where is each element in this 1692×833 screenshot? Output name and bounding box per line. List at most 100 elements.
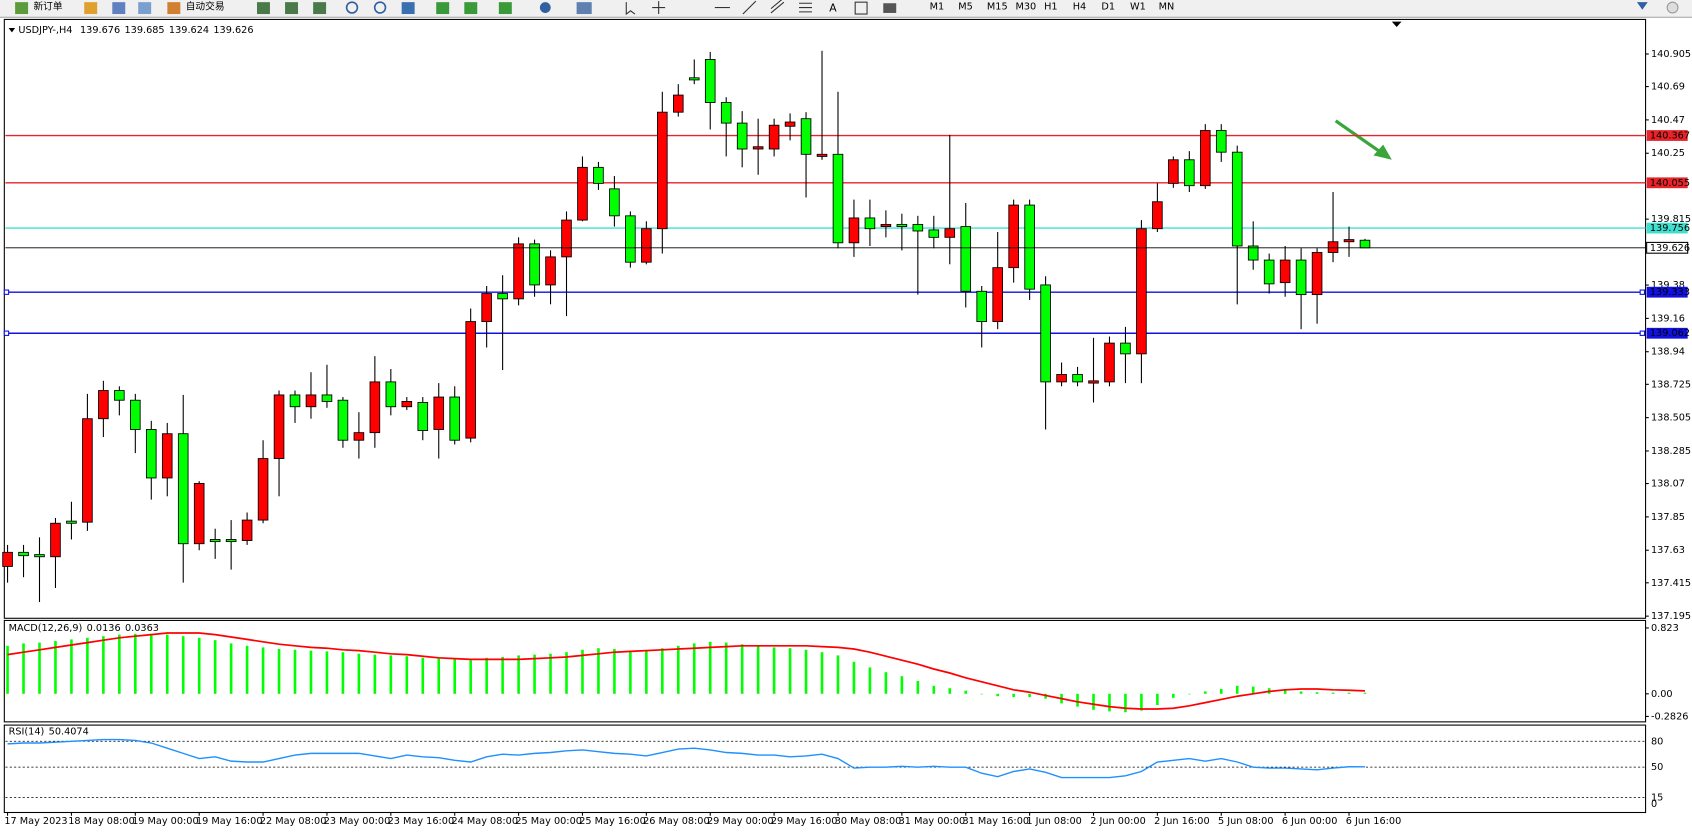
timeframe-button[interactable]: H4 [1073,1,1086,12]
macd-bar [1363,692,1367,694]
macd-bar [1108,693,1111,712]
x-tick-label: 25 May 16:00 [579,816,646,827]
new-order-icon[interactable] [15,2,29,15]
candle-body [1040,284,1051,383]
y-tick-label: 140.47 [1651,115,1685,126]
trendline-tool[interactable] [742,0,757,15]
fibo-tool[interactable] [799,2,812,13]
y-tick-label: 137.85 [1651,512,1685,523]
macd-bar [501,657,504,694]
macd-bar [708,641,712,694]
candle-body [561,219,572,258]
candle-body [513,243,524,300]
search-icon[interactable] [1636,2,1648,10]
crosshair-tool[interactable] [652,1,666,15]
y-tick-label: -0.2826 [1651,711,1688,722]
annotation-arrowhead [1373,144,1392,160]
macd-bar [437,658,441,694]
level-label: 139.333 [1650,287,1690,298]
icon[interactable] [112,2,126,15]
macd-bar [1315,692,1319,694]
icon[interactable] [138,2,152,15]
text-tool[interactable]: A [829,2,837,15]
arrow-tool[interactable] [883,3,897,13]
candle-body [768,124,780,150]
channel-tool[interactable] [770,0,785,14]
icon[interactable] [436,2,450,15]
macd-bar [181,636,185,694]
candle-body [241,519,253,541]
candle-body [273,394,285,459]
x-tick-label: 26 May 08:00 [643,816,710,827]
candle-body [385,381,397,408]
candle-body [369,381,381,434]
y-tick-label: 0.00 [1651,689,1673,700]
icon[interactable] [401,2,415,15]
icon[interactable] [256,2,270,15]
timeframe-button[interactable]: M5 [958,1,973,12]
zoom-in[interactable] [345,1,359,14]
icon[interactable] [464,2,478,15]
timeframe-button[interactable]: MN [1159,1,1175,12]
cursor-tool[interactable] [625,2,636,16]
level-handle[interactable] [1639,330,1646,336]
icon[interactable] [285,2,299,15]
y-tick-label: 15 [1651,792,1663,803]
auto-trading-icon[interactable] [167,2,181,15]
y-tick-label: 140.69 [1651,82,1685,93]
icon[interactable] [498,2,512,15]
candle-body [593,166,604,184]
candle-body [225,539,237,543]
icon[interactable] [576,2,592,15]
timeframe-button[interactable]: M15 [987,1,1008,12]
timeframe-button[interactable]: H1 [1044,1,1057,12]
level-handle[interactable] [1639,289,1646,295]
x-tick-label: 6 Jun 16:00 [1346,816,1401,827]
candle-body [1359,239,1371,249]
auto-trading-button[interactable]: 自动交易 [186,0,225,12]
rsi-value: 50.4074 [49,727,89,738]
x-tick-label: 24 May 08:00 [451,816,518,827]
chart-header: USDJPY-,H4 139.676 139.685 139.624 139.626 [18,25,253,36]
level-handle[interactable] [3,289,10,295]
timeframe-button[interactable]: M30 [1016,1,1037,12]
y-tick-label: 138.94 [1651,347,1685,358]
candle-body [912,224,924,232]
icon[interactable] [539,2,551,13]
rsi-line [7,738,1365,779]
new-order-button[interactable]: 新订单 [33,0,62,12]
timeframe-button[interactable]: W1 [1130,1,1146,12]
candle-body [2,551,13,567]
icon[interactable] [313,2,327,15]
x-tick-label: 19 May 00:00 [132,816,199,827]
symbol-menu-icon[interactable] [8,28,16,33]
macd-signal-line [7,632,1366,710]
candle-body [465,321,476,439]
macd-bar [629,650,632,694]
candle-body [1152,201,1163,230]
macd-bar [469,660,472,694]
candle-body [50,522,61,558]
candle-body [545,256,556,286]
macd-bar [820,652,824,694]
timeframe-button[interactable]: M1 [930,1,945,12]
candle-body [896,224,908,228]
label-tool[interactable] [854,1,868,15]
icon[interactable] [84,2,98,15]
macd-bar [86,637,89,694]
candle-body [1279,259,1291,284]
rsi-title: RSI(14) [9,727,45,738]
level-handle[interactable] [3,330,10,336]
macd-bar [916,681,920,694]
candle-body [880,224,892,228]
help-icon[interactable] [1666,1,1679,14]
timeframe-button[interactable]: D1 [1101,1,1115,12]
macd-bar [836,655,840,694]
macd-bar [229,643,233,694]
zoom-out[interactable] [373,1,387,14]
level-label: 139.062 [1650,328,1690,339]
macd-bar [357,653,361,694]
candle-body [1184,159,1195,187]
y-tick-label: 139.16 [1651,313,1685,324]
